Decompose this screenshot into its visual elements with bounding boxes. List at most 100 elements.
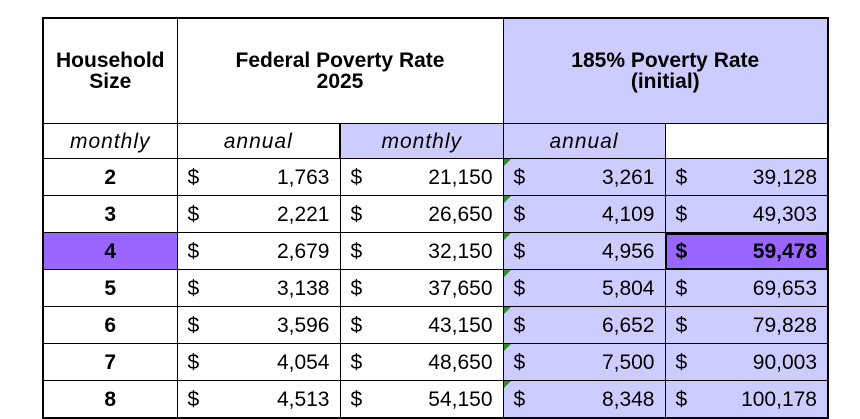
federal-poverty-title: Federal Poverty Rate — [235, 49, 445, 72]
amount-value: 43,150 — [428, 314, 493, 337]
currency-symbol: $ — [513, 351, 526, 374]
currency-symbol: $ — [350, 314, 363, 337]
amount-value: 5,804 — [601, 277, 655, 300]
currency-symbol: $ — [350, 351, 363, 374]
household-size-cell[interactable]: 8 — [42, 380, 178, 419]
fed-monthly-cell[interactable]: $2,679 — [176, 232, 341, 270]
amount-value: 6,652 — [601, 314, 655, 337]
amount-value: 69,653 — [752, 277, 817, 300]
federal-poverty-year: 2025 — [316, 70, 364, 93]
currency-symbol: $ — [513, 388, 526, 411]
amount-value: 48,650 — [428, 351, 493, 374]
amount-value: 100,178 — [741, 388, 817, 411]
p185-annual-cell[interactable]: $90,003 — [664, 343, 829, 381]
comment-marker-icon — [503, 381, 511, 388]
currency-symbol: $ — [513, 240, 526, 263]
table-row: 4 $2,679 $32,150 $4,956 $59,478 — [42, 232, 829, 270]
currency-symbol: $ — [513, 203, 526, 226]
fed-annual-cell[interactable]: $48,650 — [339, 343, 504, 381]
currency-symbol: $ — [513, 314, 526, 337]
currency-symbol: $ — [187, 277, 200, 300]
comment-marker-icon — [503, 233, 511, 240]
currency-symbol: $ — [675, 351, 688, 374]
currency-symbol: $ — [675, 388, 688, 411]
p185-annual-header[interactable]: annual — [502, 123, 666, 159]
amount-value: 8,348 — [601, 388, 655, 411]
p185-annual-cell[interactable]: $59,478 — [664, 232, 829, 270]
fed-annual-header[interactable]: annual — [176, 123, 341, 159]
currency-symbol: $ — [350, 240, 363, 263]
household-size-cell[interactable]: 4 — [42, 232, 178, 270]
p185-monthly-cell[interactable]: $7,500 — [502, 343, 666, 381]
household-size-cell[interactable]: 7 — [42, 343, 178, 381]
table-row: 7 $4,054 $48,650 $7,500 $90,003 — [42, 343, 829, 381]
table-row: 5 $3,138 $37,650 $5,804 $69,653 — [42, 269, 829, 307]
p185-annual-cell[interactable]: $49,303 — [664, 195, 829, 233]
household-size-cell[interactable]: 2 — [42, 158, 178, 196]
fed-monthly-cell[interactable]: $3,596 — [176, 306, 341, 344]
amount-value: 2,679 — [276, 240, 330, 263]
household-size-cell[interactable]: 5 — [42, 269, 178, 307]
p185-poverty-subtitle: (initial) — [630, 70, 700, 93]
currency-symbol: $ — [187, 314, 200, 337]
p185-monthly-cell[interactable]: $4,956 — [502, 232, 666, 270]
currency-symbol: $ — [350, 203, 363, 226]
amount-value: 4,054 — [276, 351, 330, 374]
household-size-header[interactable]: Household Size — [42, 17, 178, 124]
fed-annual-cell[interactable]: $21,150 — [339, 158, 504, 196]
p185-annual-cell[interactable]: $100,178 — [664, 380, 829, 419]
amount-value: 3,596 — [276, 314, 330, 337]
poverty-table-container: Household Size Federal Poverty Rate 2025… — [42, 17, 829, 419]
fed-annual-cell[interactable]: $26,650 — [339, 195, 504, 233]
fed-monthly-header[interactable]: monthly — [42, 123, 178, 159]
p185-annual-cell[interactable]: $69,653 — [664, 269, 829, 307]
subheader-row: monthly annual monthly annual — [42, 123, 828, 159]
p185-annual-cell[interactable]: $39,128 — [664, 158, 829, 196]
amount-value: 32,150 — [428, 240, 493, 263]
currency-symbol: $ — [675, 240, 688, 263]
fed-annual-cell[interactable]: $37,650 — [339, 269, 504, 307]
amount-value: 49,303 — [752, 203, 817, 226]
fed-monthly-cell[interactable]: $4,513 — [176, 380, 341, 419]
p185-monthly-header[interactable]: monthly — [339, 123, 504, 159]
currency-symbol: $ — [187, 388, 200, 411]
fed-monthly-cell[interactable]: $4,054 — [176, 343, 341, 381]
p185-poverty-header[interactable]: 185% Poverty Rate (initial) — [502, 17, 829, 124]
comment-marker-icon — [503, 344, 511, 351]
fed-annual-cell[interactable]: $43,150 — [339, 306, 504, 344]
amount-value: 1,763 — [276, 166, 330, 189]
federal-poverty-header[interactable]: Federal Poverty Rate 2025 — [176, 17, 504, 124]
household-size-cell[interactable]: 6 — [42, 306, 178, 344]
currency-symbol: $ — [675, 166, 688, 189]
fed-monthly-cell[interactable]: $3,138 — [176, 269, 341, 307]
comment-marker-icon — [503, 270, 511, 277]
p185-monthly-cell[interactable]: $6,652 — [502, 306, 666, 344]
amount-value: 3,138 — [276, 277, 330, 300]
table-row: 8 $4,513 $54,150 $8,348 $100,178 — [42, 380, 829, 419]
currency-symbol: $ — [187, 203, 200, 226]
p185-monthly-cell[interactable]: $3,261 — [502, 158, 666, 196]
fed-annual-cell[interactable]: $32,150 — [339, 232, 504, 270]
amount-value: 3,261 — [601, 166, 655, 189]
amount-value: 37,650 — [428, 277, 493, 300]
currency-symbol: $ — [675, 314, 688, 337]
currency-symbol: $ — [513, 277, 526, 300]
table-row: 2 $1,763 $21,150 $3,261 $39,128 — [42, 158, 829, 196]
p185-annual-cell[interactable]: $79,828 — [664, 306, 829, 344]
p185-monthly-cell[interactable]: $5,804 — [502, 269, 666, 307]
p185-monthly-cell[interactable]: $8,348 — [502, 380, 666, 419]
fed-monthly-cell[interactable]: $1,763 — [176, 158, 341, 196]
fed-monthly-cell[interactable]: $2,221 — [176, 195, 341, 233]
amount-value: 4,956 — [601, 240, 655, 263]
amount-value: 4,513 — [276, 388, 330, 411]
currency-symbol: $ — [187, 166, 200, 189]
household-size-cell[interactable]: 3 — [42, 195, 178, 233]
amount-value: 54,150 — [428, 388, 493, 411]
fed-annual-cell[interactable]: $54,150 — [339, 380, 504, 419]
currency-symbol: $ — [675, 203, 688, 226]
currency-symbol: $ — [513, 166, 526, 189]
amount-value: 21,150 — [428, 166, 493, 189]
currency-symbol: $ — [350, 166, 363, 189]
comment-marker-icon — [503, 159, 511, 166]
p185-monthly-cell[interactable]: $4,109 — [502, 195, 666, 233]
